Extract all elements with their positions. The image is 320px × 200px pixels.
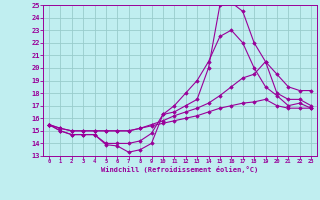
X-axis label: Windchill (Refroidissement éolien,°C): Windchill (Refroidissement éolien,°C)	[101, 166, 259, 173]
